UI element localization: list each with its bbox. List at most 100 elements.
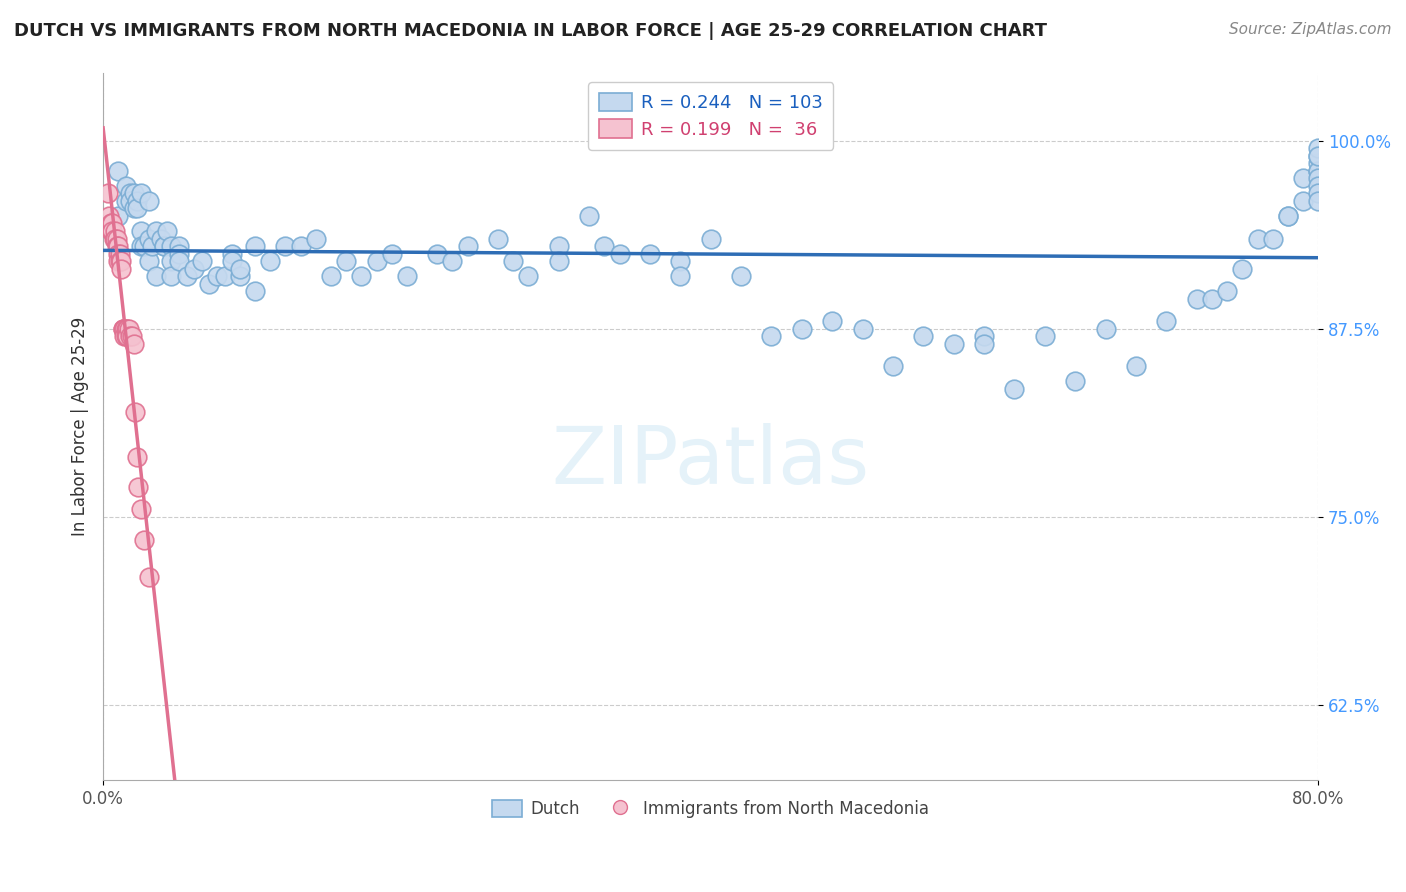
Point (153, 239, 176, 253)
Point (1277, 209, 1299, 223)
Y-axis label: In Labor Force | Age 25-29: In Labor Force | Age 25-29 (72, 317, 89, 536)
Point (129, 224, 152, 238)
Point (426, 246, 449, 260)
Text: ZIPatlas: ZIPatlas (551, 423, 870, 501)
Point (125, 450, 148, 464)
Point (115, 322, 138, 336)
Point (441, 254, 464, 268)
Point (198, 277, 221, 291)
Point (243, 239, 266, 253)
Point (942, 337, 965, 351)
Point (183, 261, 205, 276)
Point (107, 246, 129, 260)
Point (973, 329, 995, 343)
Point (609, 246, 631, 260)
Point (100, 217, 122, 231)
Point (105, 231, 128, 245)
Point (221, 254, 243, 268)
Point (118, 322, 141, 336)
Point (110, 261, 132, 276)
Point (129, 186, 152, 201)
Point (120, 329, 142, 343)
Point (125, 194, 148, 208)
Point (97, 186, 120, 201)
Point (1216, 284, 1239, 298)
Point (176, 269, 198, 284)
Point (115, 194, 138, 208)
Point (912, 329, 935, 343)
Text: Source: ZipAtlas.com: Source: ZipAtlas.com (1229, 22, 1392, 37)
Point (214, 269, 236, 284)
Point (138, 194, 160, 208)
Point (1308, 178, 1330, 193)
Point (107, 254, 129, 268)
Point (117, 329, 139, 343)
Point (160, 239, 183, 253)
Point (486, 231, 509, 245)
Point (1246, 231, 1268, 245)
Point (205, 269, 228, 284)
Point (111, 322, 134, 336)
Point (191, 254, 214, 268)
Point (1308, 171, 1330, 186)
Point (103, 231, 125, 245)
Point (457, 239, 479, 253)
Point (669, 254, 692, 268)
Point (1308, 163, 1330, 178)
Point (134, 533, 156, 547)
Point (145, 269, 167, 284)
Point (167, 254, 190, 268)
Point (229, 261, 252, 276)
Point (117, 322, 139, 336)
Point (547, 239, 569, 253)
Point (1064, 375, 1087, 389)
Point (319, 269, 342, 284)
Point (882, 359, 904, 374)
Point (104, 231, 127, 245)
Point (120, 194, 142, 208)
Point (160, 254, 183, 268)
Point (517, 269, 540, 284)
Point (115, 329, 138, 343)
Point (112, 322, 135, 336)
Point (1308, 163, 1330, 178)
Point (290, 239, 312, 253)
Point (127, 480, 149, 494)
Point (1125, 359, 1147, 374)
Point (108, 246, 131, 260)
Point (156, 224, 179, 238)
Point (1308, 194, 1330, 208)
Point (852, 322, 875, 336)
Point (107, 209, 129, 223)
Point (973, 337, 995, 351)
Point (669, 269, 692, 284)
Point (134, 239, 156, 253)
Point (1308, 141, 1330, 155)
Point (138, 254, 160, 268)
Point (101, 217, 124, 231)
Point (122, 186, 145, 201)
Point (107, 239, 129, 253)
Point (1094, 322, 1116, 336)
Point (761, 329, 783, 343)
Point (115, 178, 138, 193)
Point (547, 254, 569, 268)
Point (138, 231, 160, 245)
Point (167, 239, 190, 253)
Point (730, 269, 752, 284)
Point (502, 254, 524, 268)
Point (1033, 329, 1056, 343)
Point (105, 239, 128, 253)
Point (108, 254, 131, 268)
Point (221, 246, 243, 260)
Point (1277, 209, 1299, 223)
Legend: Dutch, Immigrants from North Macedonia: Dutch, Immigrants from North Macedonia (485, 794, 936, 825)
Point (259, 254, 281, 268)
Point (121, 329, 143, 343)
Point (1185, 292, 1208, 306)
Point (395, 269, 418, 284)
Point (145, 224, 167, 238)
Point (122, 202, 145, 216)
Point (149, 231, 172, 245)
Point (821, 314, 844, 328)
